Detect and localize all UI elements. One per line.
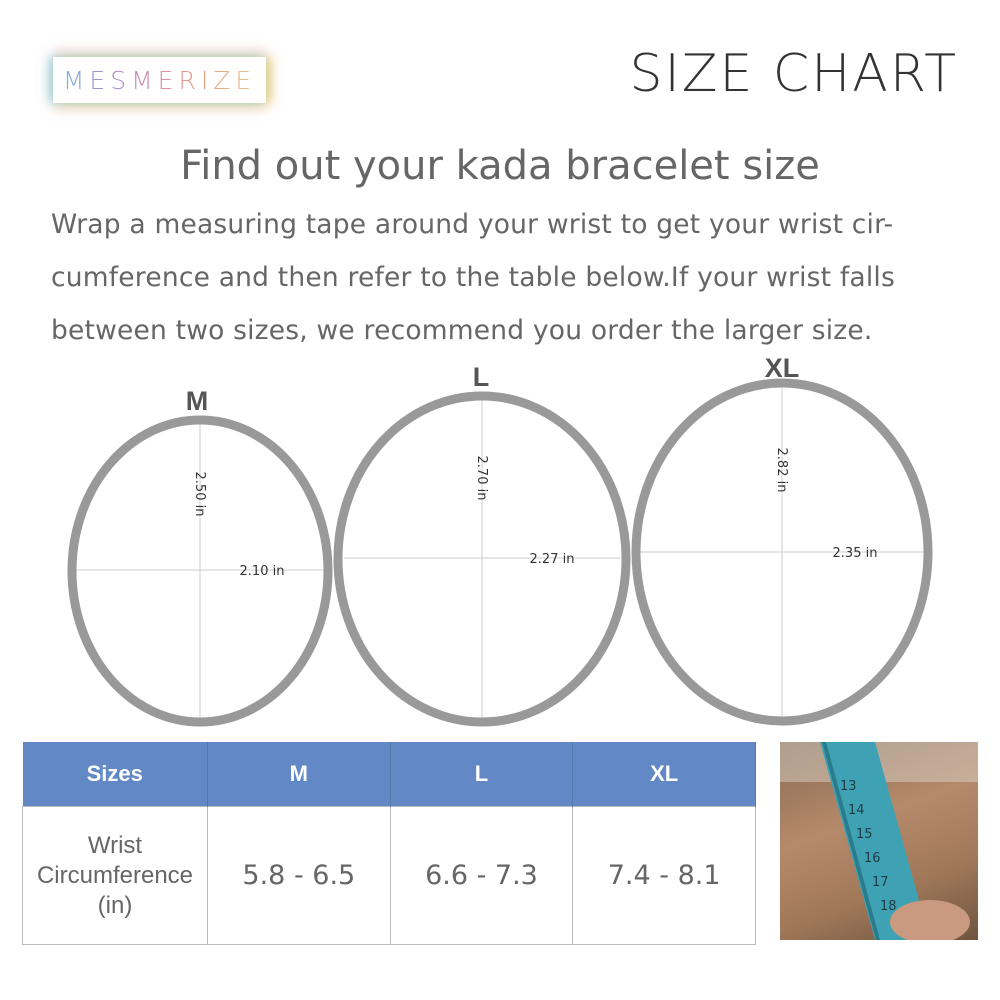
row-label-line: Circumference (36, 861, 194, 889)
size-table: Sizes M L XL Wrist Circumference (in) 5.… (22, 742, 756, 945)
width-label: 2.35 in (833, 546, 878, 561)
height-label: 2.82 in (774, 448, 789, 493)
table-header-row: Sizes M L XL (22, 742, 756, 807)
tape-number: 14 (848, 803, 865, 818)
description: Wrap a measuring tape around your wrist … (51, 209, 895, 346)
height-label: 2.50 in (192, 472, 207, 517)
size-label: XL (765, 353, 800, 383)
tape-number: 18 (880, 899, 897, 914)
bracelet-diagram: M 2.10 in 2.50 in L 2.27 in 2.70 in XL 2… (67, 353, 933, 727)
height-label: 2.70 in (474, 456, 489, 501)
header-cell: L (390, 742, 574, 807)
header-cell: M (207, 742, 391, 807)
size-label: M (186, 386, 209, 416)
row-label: Wrist Circumference (in) (22, 806, 208, 945)
tape-number: 16 (864, 851, 881, 866)
tape-number: 17 (872, 875, 889, 890)
bracelet-l: L 2.27 in 2.70 in (333, 362, 631, 727)
value-cell: 7.4 - 8.1 (572, 806, 756, 945)
header-cell: XL (572, 742, 756, 807)
brand-logo: MESMERIZE (53, 57, 266, 103)
row-label-line: (in) (97, 891, 133, 919)
measuring-tape (820, 742, 930, 940)
wrist-measuring-photo: 13 14 15 16 17 18 (780, 742, 978, 940)
bracelet-m: M 2.10 in 2.50 in (67, 386, 333, 727)
tape-number: 15 (856, 827, 873, 842)
bracelet-xl: XL 2.35 in 2.82 in (631, 353, 933, 726)
bracelet-ring (67, 415, 333, 727)
page-title: SIZE CHART (629, 44, 958, 104)
table-row: Wrist Circumference (in) 5.8 - 6.5 6.6 -… (22, 806, 756, 945)
finger (890, 900, 970, 940)
tape-number: 13 (840, 779, 857, 794)
heading: Find out your kada bracelet size (180, 143, 820, 189)
logo-text: MESMERIZE (62, 65, 257, 95)
bracelet-ring (631, 378, 933, 726)
bracelet-ring (333, 391, 631, 727)
value-cell: 5.8 - 6.5 (207, 806, 391, 945)
width-label: 2.10 in (240, 564, 285, 579)
row-label-line: Wrist (87, 831, 143, 859)
header-cell: Sizes (22, 742, 208, 807)
size-label: L (473, 362, 490, 392)
width-label: 2.27 in (530, 552, 575, 567)
value-cell: 6.6 - 7.3 (389, 806, 574, 945)
